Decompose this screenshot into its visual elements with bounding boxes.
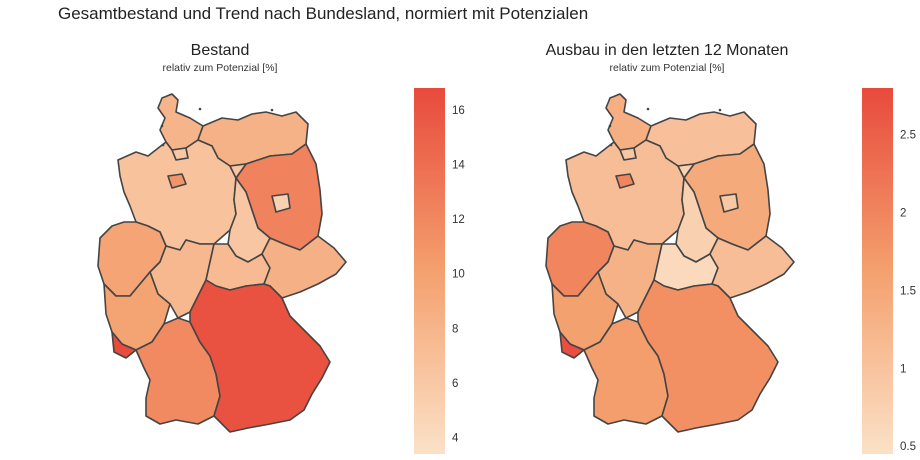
colorbar-1	[414, 88, 445, 454]
island-mark	[646, 107, 650, 111]
map-2-subtitle: relativ zum Potenzial [%]	[609, 62, 725, 74]
state-sachsen	[709, 235, 795, 299]
colorbar-1-tick: 14	[452, 159, 465, 171]
island-mark	[718, 108, 722, 112]
colorbar-1-tick: 12	[452, 214, 465, 226]
colorbar-1-tick: 8	[452, 323, 458, 335]
state-bayern	[637, 279, 779, 433]
state-bremen	[167, 173, 187, 189]
colorbar-2-tick: 2	[900, 208, 906, 220]
map-1-subtitle: relativ zum Potenzial [%]	[162, 62, 278, 74]
state-bremen	[615, 173, 635, 189]
colorbar-2-tick: 2.5	[900, 130, 916, 142]
map-1-title: Bestand	[190, 42, 250, 59]
colorbar-2-tick: 1	[900, 363, 906, 375]
map-2	[545, 93, 795, 433]
figure-title: Gesamtbestand und Trend nach Bundesland,…	[58, 4, 589, 23]
island-mark	[270, 108, 274, 112]
state-sachsen	[261, 235, 347, 299]
island-mark	[608, 124, 612, 128]
colorbar-1-tick: 16	[452, 105, 465, 117]
map-2-title: Ausbau in den letzten 12 Monaten	[545, 42, 789, 59]
state-berlin	[719, 193, 739, 213]
colorbar-1-tick: 10	[452, 269, 465, 281]
state-saarland	[111, 331, 137, 359]
island-mark	[609, 143, 613, 147]
map-1	[97, 93, 347, 433]
island-mark	[198, 107, 202, 111]
state-bayern	[189, 279, 331, 433]
island-mark	[161, 143, 165, 147]
colorbar-1-tick: 6	[452, 378, 458, 390]
colorbar-2-tick: 1.5	[900, 285, 916, 297]
colorbar-1-tick: 4	[452, 433, 459, 445]
state-berlin	[271, 193, 291, 213]
colorbar-2-tick: 0.5	[900, 441, 916, 453]
colorbar-2	[862, 88, 893, 454]
island-mark	[160, 124, 164, 128]
state-saarland	[559, 331, 585, 359]
